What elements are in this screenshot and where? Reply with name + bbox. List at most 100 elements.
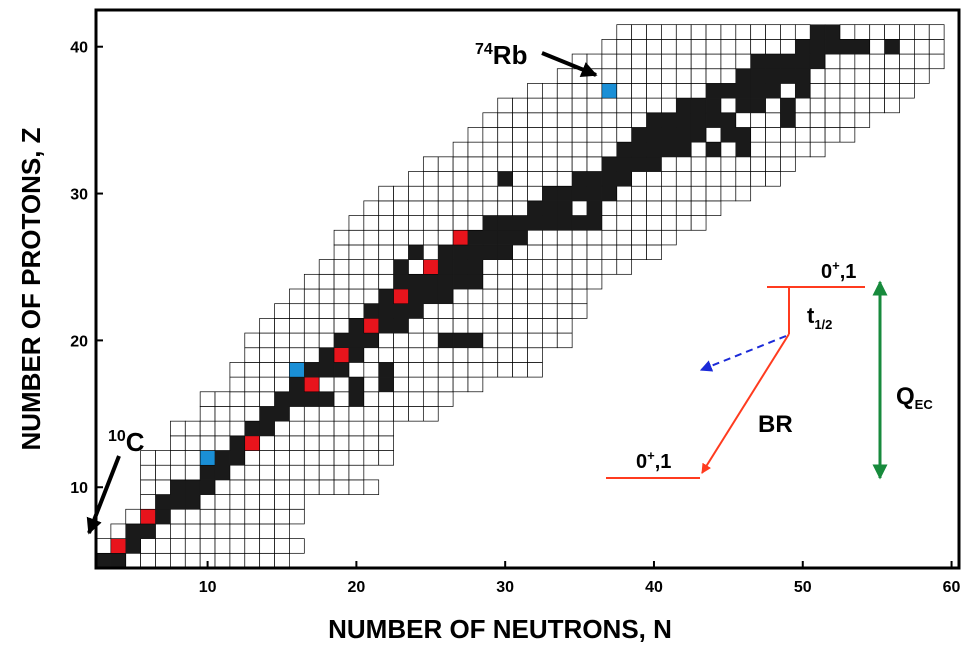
unstable-nuclide-cell [690, 39, 707, 55]
rb-symbol: Rb [493, 40, 528, 70]
stable-nuclide-cell [765, 83, 781, 99]
unstable-nuclide-cell [422, 318, 439, 334]
unstable-nuclide-cell [527, 156, 543, 172]
unstable-nuclide-cell [244, 494, 261, 510]
stable-nuclide-cell [155, 494, 171, 510]
unstable-nuclide-cell [631, 97, 647, 114]
unstable-nuclide-cell [556, 303, 573, 319]
unstable-nuclide-cell [437, 347, 454, 363]
unstable-nuclide-cell [467, 156, 484, 172]
unstable-nuclide-cell [170, 523, 186, 539]
unstable-nuclide-cell [393, 229, 409, 246]
stable-nuclide-cell [557, 215, 573, 231]
unstable-nuclide-cell [690, 185, 707, 202]
unstable-nuclide-cell [869, 83, 885, 99]
unstable-nuclide-cell [170, 538, 186, 554]
unstable-nuclide-cell [259, 450, 275, 466]
unstable-nuclide-cell [289, 420, 305, 437]
stable-nuclide-cell [616, 171, 632, 187]
unstable-nuclide-cell [422, 303, 439, 319]
unstable-nuclide-cell [199, 406, 216, 422]
unstable-nuclide-cell [408, 406, 424, 422]
unstable-nuclide-cell [155, 464, 171, 481]
unstable-nuclide-cell [869, 97, 885, 114]
stable-nuclide-cell [408, 274, 424, 290]
unstable-nuclide-cell [512, 112, 528, 128]
unstable-nuclide-cell [467, 141, 484, 158]
unstable-nuclide-cell [259, 435, 275, 451]
unstable-nuclide-cell [765, 24, 781, 40]
stable-nuclide-cell [542, 185, 558, 202]
unstable-nuclide-cell [631, 39, 647, 55]
unstable-nuclide-cell [482, 112, 499, 128]
unstable-nuclide-cell [542, 229, 558, 246]
unstable-nuclide-cell [289, 508, 305, 525]
stable-nuclide-cell [393, 318, 409, 334]
unstable-nuclide-cell [229, 523, 246, 539]
unstable-nuclide-cell [140, 552, 156, 569]
unstable-nuclide-cell [601, 97, 618, 114]
unstable-nuclide-cell [348, 273, 365, 290]
unstable-nuclide-cell [512, 318, 528, 334]
stable-nuclide-cell [497, 244, 513, 260]
unstable-nuclide-cell [378, 347, 394, 363]
stable-nuclide-cell [780, 97, 796, 114]
unstable-nuclide-cell [170, 464, 186, 481]
unstable-nuclide-cell [363, 259, 380, 275]
unstable-nuclide-cell [780, 127, 796, 143]
unstable-nuclide-cell [467, 347, 484, 363]
stable-nuclide-cell [631, 127, 647, 143]
unstable-nuclide-cell [705, 39, 722, 55]
unstable-nuclide-cell [408, 376, 424, 393]
unstable-nuclide-cell [95, 538, 112, 554]
unstable-nuclide-cell [378, 406, 394, 422]
unstable-nuclide-cell [571, 229, 588, 246]
unstable-nuclide-cell [363, 288, 380, 305]
unstable-nuclide-cell [378, 391, 394, 407]
unstable-nuclide-cell [378, 185, 394, 202]
unstable-nuclide-cell [244, 332, 261, 349]
stable-nuclide-cell [482, 215, 498, 231]
blue-nuclide-cell [289, 362, 305, 378]
unstable-nuclide-cell [244, 362, 261, 378]
unstable-nuclide-cell [869, 39, 885, 55]
unstable-nuclide-cell [601, 200, 618, 216]
unstable-nuclide-cell [571, 97, 588, 114]
unstable-nuclide-cell [422, 185, 439, 202]
unstable-nuclide-cell [244, 523, 261, 539]
unstable-nuclide-cell [289, 288, 305, 305]
unstable-nuclide-cell [556, 229, 573, 246]
unstable-nuclide-cell [497, 332, 513, 349]
unstable-nuclide-cell [259, 508, 275, 525]
unstable-nuclide-cell [899, 68, 915, 84]
unstable-nuclide-cell [527, 185, 543, 202]
unstable-nuclide-cell [482, 171, 499, 187]
stable-nuclide-cell [333, 332, 350, 348]
stable-nuclide-cell [586, 185, 603, 202]
unstable-nuclide-cell [542, 127, 558, 143]
stable-nuclide-cell [735, 97, 751, 114]
unstable-nuclide-cell [705, 156, 722, 172]
unstable-nuclide-cell [393, 215, 409, 231]
stable-nuclide-cell [646, 112, 662, 128]
unstable-nuclide-cell [661, 171, 677, 187]
unstable-nuclide-cell [661, 68, 677, 84]
unstable-nuclide-cell [631, 185, 647, 202]
unstable-nuclide-cell [452, 185, 469, 202]
unstable-nuclide-cell [869, 24, 885, 40]
unstable-nuclide-cell [303, 464, 320, 481]
unstable-nuclide-cell [720, 24, 737, 40]
unstable-nuclide-cell [452, 303, 469, 319]
unstable-nuclide-cell [527, 259, 543, 275]
unstable-nuclide-cell [661, 229, 677, 246]
unstable-nuclide-cell [675, 215, 692, 231]
unstable-nuclide-cell [348, 303, 365, 319]
unstable-nuclide-cell [750, 171, 766, 187]
unstable-nuclide-cell [542, 303, 558, 319]
stable-nuclide-cell [437, 244, 454, 260]
unstable-nuclide-cell [884, 53, 900, 70]
unstable-nuclide-cell [928, 24, 945, 40]
unstable-nuclide-cell [452, 156, 469, 172]
unstable-nuclide-cell [333, 229, 350, 246]
stable-nuclide-cell [185, 479, 201, 495]
